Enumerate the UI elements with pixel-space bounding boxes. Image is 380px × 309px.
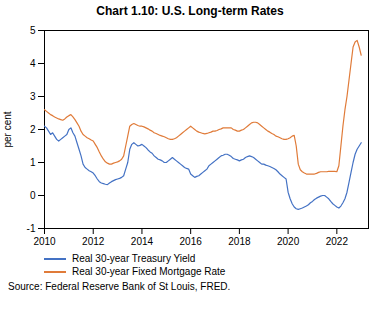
svg-text:4: 4 — [30, 58, 36, 69]
svg-text:2018: 2018 — [228, 236, 251, 247]
svg-text:2: 2 — [30, 124, 36, 135]
svg-text:0: 0 — [30, 190, 36, 201]
svg-text:2012: 2012 — [82, 236, 105, 247]
svg-text:per cent: per cent — [2, 111, 13, 147]
svg-text:5: 5 — [30, 25, 36, 36]
svg-text:2022: 2022 — [326, 236, 349, 247]
svg-text:-1: -1 — [27, 223, 36, 234]
svg-text:2020: 2020 — [277, 236, 300, 247]
html-text:Source: Federal Reserve Bank o: Source: Federal Reserve Bank of St Louis… — [8, 281, 231, 292]
svg-text:2010: 2010 — [33, 236, 56, 247]
svg-text:1: 1 — [30, 157, 36, 168]
svg-text:2014: 2014 — [131, 236, 154, 247]
html-text:Chart 1.10: U.S. Long-term Rat: Chart 1.10: U.S. Long-term Rates — [96, 4, 284, 18]
svg-text:3: 3 — [30, 91, 36, 102]
html-text:Real 30-year Treasury Yield: Real 30-year Treasury Yield — [72, 253, 196, 264]
svg-text:2016: 2016 — [180, 236, 203, 247]
html-text:Real 30-year Fixed Mortgage Ra: Real 30-year Fixed Mortgage Rate — [72, 266, 226, 277]
